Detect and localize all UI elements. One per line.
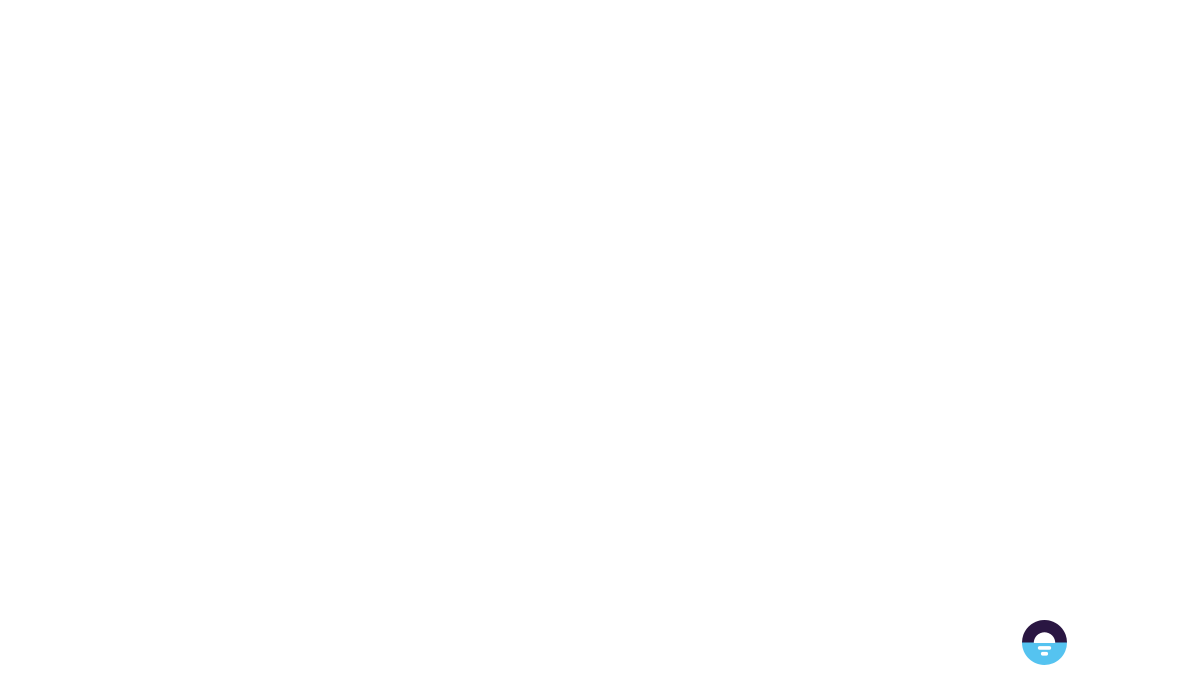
brand-logo: [1022, 620, 1077, 665]
grand-view-horizon-logo-icon: [1022, 620, 1067, 665]
